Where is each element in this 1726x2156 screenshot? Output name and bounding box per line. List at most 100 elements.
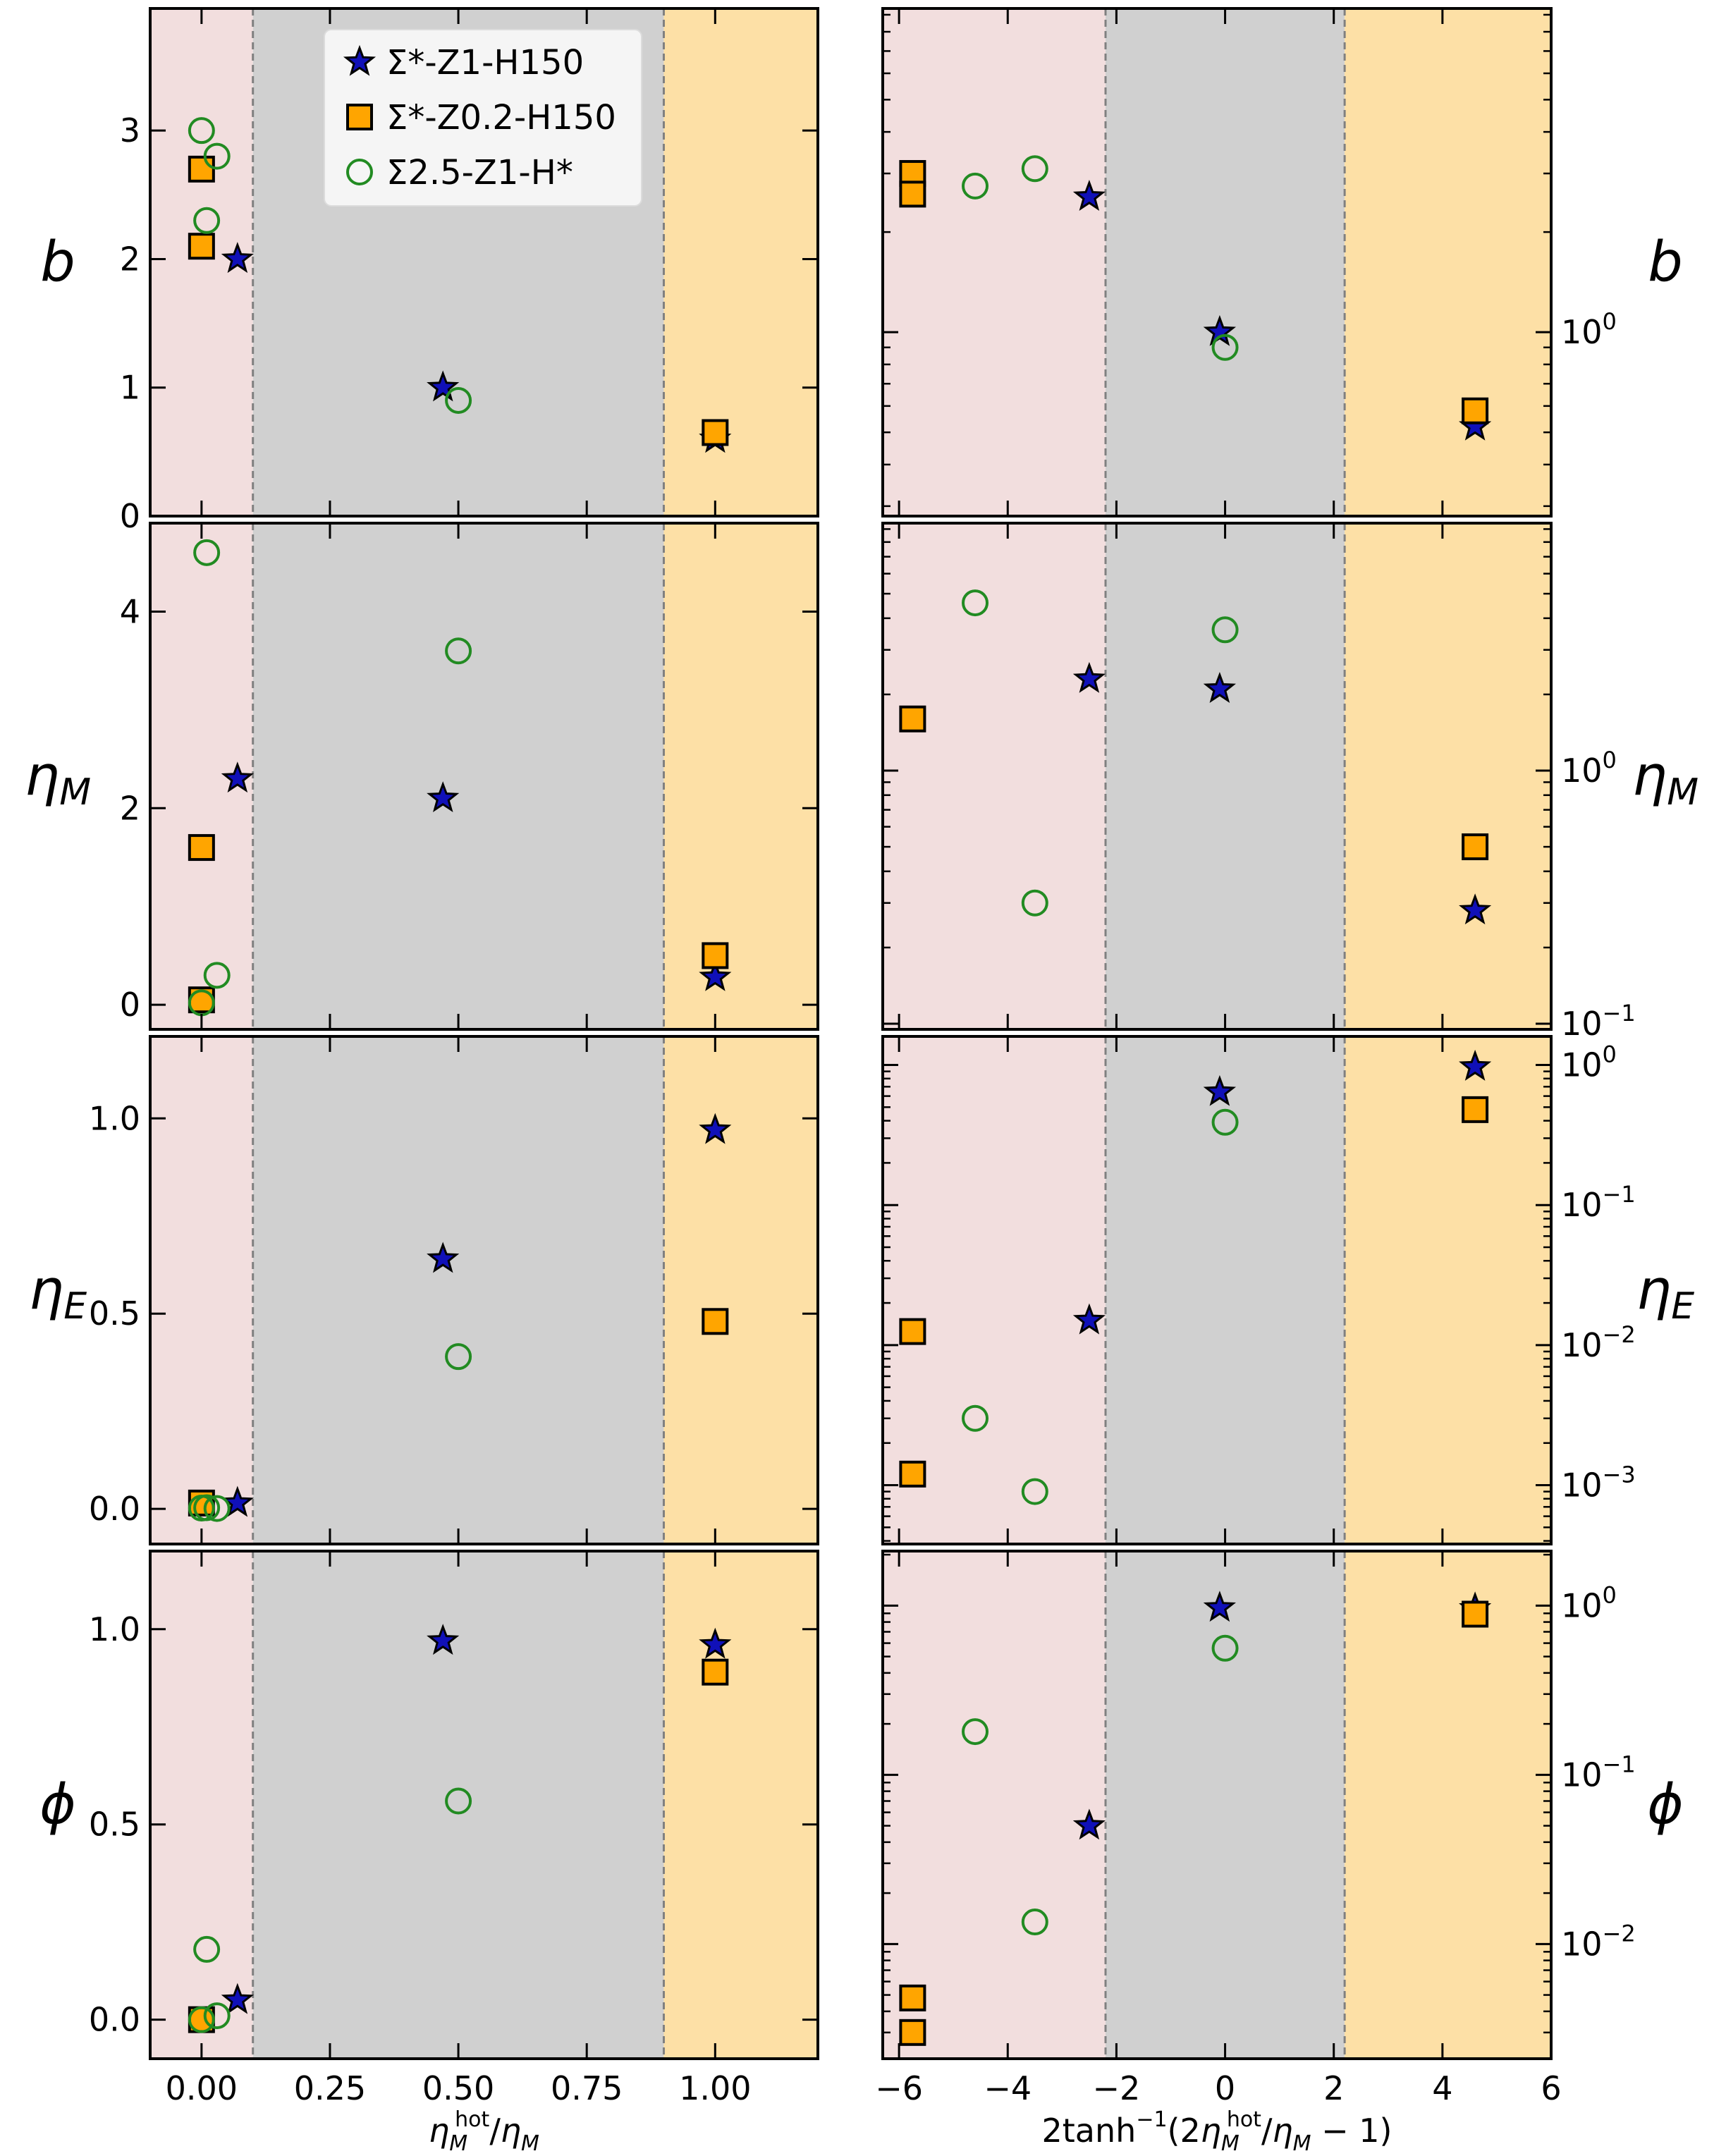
axes-frame xyxy=(881,1550,1553,2060)
point-star-1 xyxy=(1203,672,1236,703)
point-star-0 xyxy=(1072,180,1106,211)
legend-label: Σ2.5-Z1-H* xyxy=(386,153,573,192)
point-star-0 xyxy=(221,1486,255,1517)
point-circle-1 xyxy=(1021,1478,1048,1505)
point-star-1 xyxy=(427,1624,460,1655)
point-square-0 xyxy=(188,155,215,183)
point-circle-1 xyxy=(193,207,221,234)
point-circle-2 xyxy=(1211,1108,1239,1136)
point-star-1 xyxy=(427,781,460,812)
point-circle-1 xyxy=(193,1494,221,1521)
y-tick-label: 0.5 xyxy=(89,1294,140,1333)
point-circle-0 xyxy=(962,1718,989,1746)
y-axis-label: ηM xyxy=(25,745,91,814)
point-square-2 xyxy=(702,419,729,446)
point-circle-1 xyxy=(445,1787,472,1815)
x-tick-label: 0.50 xyxy=(422,2069,494,2107)
point-circle-2 xyxy=(203,962,231,989)
x-tick-label: 4 xyxy=(1432,2069,1452,2107)
x-tick-label: 1.00 xyxy=(679,2069,751,2107)
point-circle-1 xyxy=(962,172,989,200)
panel-left-row-3: 0.0 0.5 1.0 ηE xyxy=(29,1035,819,1545)
panel-right-row-4: −6 −4 −2 0 2 4 6 10−2 10−1 100 ϕ 2tanh−1(2ηMhot/ηM … xyxy=(875,1550,1684,2156)
point-star-1 xyxy=(1203,1591,1236,1622)
y-axis-label: b xyxy=(1648,231,1683,294)
point-square-0 xyxy=(899,705,926,733)
point-circle-0 xyxy=(193,539,221,566)
point-circle-2 xyxy=(203,1495,231,1522)
axes-frame xyxy=(881,522,1553,1031)
x-tick-label: −4 xyxy=(984,2069,1032,2107)
axes-frame xyxy=(149,1035,819,1545)
y-tick-label: 0 xyxy=(120,497,140,535)
y-tick-label: 10−2 xyxy=(1561,1920,1636,1963)
point-circle-1 xyxy=(445,637,472,665)
legend: Σ*-Z1-H150 Σ*-Z0.2-H150 Σ2.5-Z1-H* xyxy=(324,29,642,207)
panel-right-row-1: 100 b xyxy=(881,7,1683,517)
point-circle-0 xyxy=(1021,155,1048,183)
point-star-0 xyxy=(1072,1808,1106,1840)
point-star-0 xyxy=(221,242,254,274)
y-tick-label: 4 xyxy=(120,592,140,630)
y-tick-label: 100 xyxy=(1561,1041,1617,1084)
point-square-1 xyxy=(702,1658,729,1686)
region-2 xyxy=(663,523,818,1029)
legend-label: Σ*-Z0.2-H150 xyxy=(386,98,616,137)
y-tick-label: 10−1 xyxy=(1561,1181,1636,1224)
point-square-1 xyxy=(899,180,926,208)
point-circle-0 xyxy=(193,1935,221,1963)
panel-left-row-4: 0.00 0.25 0.50 0.75 1.00 0.0 0.5 1.0 ϕ ηMhot/ηM xyxy=(39,1550,819,2156)
region-1 xyxy=(1106,523,1345,1029)
region-2 xyxy=(663,8,818,516)
point-star-2 xyxy=(1459,1049,1492,1081)
x-tick-label: 0.00 xyxy=(166,2069,238,2107)
y-axis-label: ηM xyxy=(1632,745,1699,814)
point-star-1 xyxy=(427,370,460,402)
point-star-1 xyxy=(1203,1074,1237,1106)
y-tick-label: 1.0 xyxy=(89,1610,140,1648)
region-0 xyxy=(150,1036,253,1544)
point-square-2 xyxy=(1462,397,1489,424)
y-tick-label: 2 xyxy=(120,789,140,827)
point-circle-2 xyxy=(1021,889,1048,917)
region-1 xyxy=(252,523,664,1029)
point-circle-2 xyxy=(188,2006,215,2033)
point-circle-3 xyxy=(445,386,472,414)
point-square-1 xyxy=(702,1308,729,1335)
region-2 xyxy=(663,1036,818,1544)
point-square-1 xyxy=(1462,833,1489,861)
region-0 xyxy=(150,1551,253,2059)
region-2 xyxy=(1345,523,1551,1029)
point-square-2 xyxy=(702,942,729,969)
y-tick-label: 100 xyxy=(1561,1581,1617,1624)
region-2 xyxy=(1345,8,1551,516)
point-square-2 xyxy=(1462,1600,1489,1628)
y-axis-label: b xyxy=(40,231,75,294)
y-tick-label: 10−3 xyxy=(1561,1462,1636,1505)
y-tick-label: 10−2 xyxy=(1561,1321,1636,1364)
region-2 xyxy=(1345,1036,1551,1544)
x-tick-label: 0 xyxy=(1215,2069,1235,2107)
axes-frame xyxy=(149,1550,819,2060)
point-circle-3 xyxy=(203,2002,231,2030)
point-square-0 xyxy=(188,834,215,862)
point-star-2 xyxy=(699,1627,732,1659)
point-circle-0 xyxy=(962,1404,989,1432)
region-0 xyxy=(883,8,1106,516)
panel-right-row-2: 10−1 100 ηM xyxy=(881,522,1699,1043)
point-circle-1 xyxy=(1021,1909,1048,1936)
point-star-0 xyxy=(1072,1303,1106,1335)
region-1 xyxy=(252,1551,664,2059)
y-tick-label: 100 xyxy=(1561,747,1617,790)
y-tick-label: 1 xyxy=(120,369,140,407)
panel-right-row-3: 10−3 10−2 10−1 100 ηE xyxy=(881,1035,1694,1545)
x-axis-label: 2tanh−1(2ηMhot/ηM − 1) xyxy=(1042,2107,1393,2156)
point-circle-1 xyxy=(1211,616,1239,644)
point-star-1 xyxy=(427,1242,460,1273)
region-0 xyxy=(883,1551,1106,2059)
y-tick-label: 0.0 xyxy=(89,2001,140,2039)
point-square-2 xyxy=(1462,1096,1489,1123)
point-star-0 xyxy=(1072,661,1106,693)
point-square-0 xyxy=(899,1318,926,1345)
